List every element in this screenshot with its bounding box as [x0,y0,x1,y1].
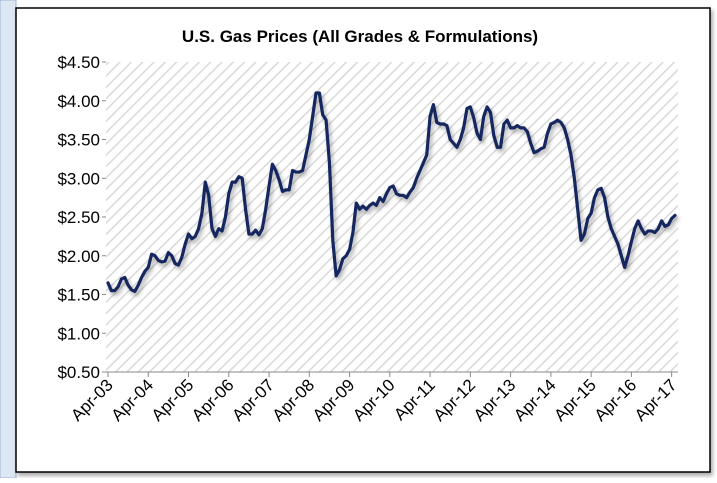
plot-area [106,62,678,372]
y-tick-label: $1.00 [57,324,100,343]
y-tick-label: $4.50 [57,53,100,72]
side-panel [0,0,17,479]
y-tick-label: $2.00 [57,247,100,266]
line-series [106,91,677,293]
y-tick-label: $2.50 [57,208,100,227]
y-tick-label: $3.50 [57,131,100,150]
chart-title: U.S. Gas Prices (All Grades & Formulatio… [182,27,538,46]
y-tick-label: $0.50 [57,363,100,382]
y-tick-label: $1.50 [57,286,100,305]
y-tick-label: $3.00 [57,169,100,188]
y-tick-label: $4.00 [57,92,100,111]
